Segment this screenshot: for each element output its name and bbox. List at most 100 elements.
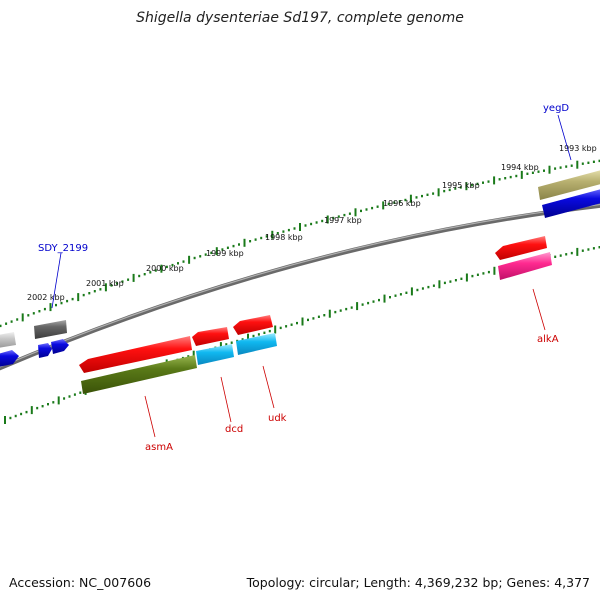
- feature-udk-cyan[interactable]: [236, 333, 277, 355]
- outer-minor-tick: [443, 189, 446, 193]
- inner-minor-tick: [345, 307, 348, 311]
- feature-asma-red[interactable]: [79, 336, 192, 373]
- outer-minor-tick: [10, 320, 13, 323]
- outer-minor-tick: [360, 209, 362, 213]
- scale-label-1997: 1997 kbp: [324, 216, 362, 225]
- outer-major-tick: [77, 293, 80, 302]
- outer-minor-tick: [55, 303, 57, 307]
- outer-minor-tick: [365, 208, 368, 211]
- outer-minor-tick: [598, 159, 600, 163]
- inner-minor-tick: [323, 314, 326, 317]
- inner-major-tick: [356, 302, 359, 311]
- gene-label-udk[interactable]: udk: [268, 413, 287, 424]
- inner-major-tick: [57, 396, 60, 405]
- leader-udk: [262, 365, 275, 409]
- genome-backbone: [0, 203, 600, 371]
- inner-major-tick: [301, 317, 304, 326]
- outer-minor-tick: [143, 273, 146, 276]
- outer-minor-tick: [38, 310, 41, 313]
- inner-major-tick: [219, 342, 222, 351]
- inner-minor-tick: [68, 395, 71, 398]
- outer-minor-tick: [509, 175, 512, 179]
- outer-major-tick: [465, 182, 468, 191]
- feature-yegd-khaki[interactable]: [538, 169, 600, 200]
- outer-major-tick: [493, 176, 496, 185]
- outer-minor-tick: [32, 312, 35, 315]
- outer-major-tick: [576, 160, 579, 169]
- gene-label-yegd[interactable]: yegD: [543, 103, 569, 114]
- scale-label-1995: 1995 kbp: [442, 181, 480, 190]
- inner-major-tick: [383, 294, 386, 303]
- outer-minor-tick: [110, 284, 113, 287]
- inner-minor-tick: [432, 284, 435, 287]
- feature-alka-red[interactable]: [495, 236, 547, 260]
- outer-minor-tick: [504, 177, 507, 180]
- outer-major-tick: [299, 223, 301, 231]
- scale-label-1996: 1996 kbp: [383, 199, 421, 208]
- inner-minor-tick: [416, 288, 419, 292]
- scale-label-1993: 1993 kbp: [559, 144, 597, 153]
- outer-minor-tick: [99, 288, 102, 291]
- inner-minor-tick: [339, 309, 342, 312]
- outer-minor-tick: [210, 251, 213, 255]
- outer-major-tick: [104, 283, 107, 292]
- feature-dcd-cyan[interactable]: [196, 344, 234, 365]
- gene-label-asma[interactable]: asmA: [145, 442, 173, 453]
- feature-sdy2199-gray[interactable]: [34, 320, 67, 339]
- inner-minor-tick: [41, 405, 44, 408]
- inner-major-tick: [465, 273, 468, 282]
- outer-minor-tick: [310, 222, 313, 226]
- outer-major-tick: [382, 201, 385, 210]
- inner-minor-tick: [296, 321, 298, 325]
- inner-minor-tick: [252, 334, 255, 338]
- leader-sdy2199: [51, 252, 62, 309]
- feature-alka-pink[interactable]: [498, 252, 552, 280]
- inner-minor-tick: [482, 272, 485, 275]
- scale-label-2000: 2000 kbp: [146, 264, 184, 273]
- outer-minor-tick: [254, 238, 257, 241]
- outer-minor-tick: [82, 293, 85, 297]
- outer-major-tick: [409, 194, 412, 203]
- outer-minor-tick: [398, 200, 401, 203]
- scale-label-1998: 1998 kbp: [265, 233, 303, 242]
- outer-minor-tick: [121, 280, 124, 283]
- feature-yegd-blue[interactable]: [542, 188, 600, 218]
- feature-udk-red[interactable]: [233, 315, 273, 335]
- gene-label-alka[interactable]: alkA: [537, 334, 559, 345]
- feature-blue-small-2[interactable]: [51, 339, 69, 354]
- outer-minor-tick: [498, 178, 501, 181]
- outer-minor-tick: [337, 215, 340, 218]
- inner-minor-tick: [554, 255, 557, 258]
- outer-minor-tick: [138, 274, 141, 278]
- outer-minor-tick: [448, 188, 451, 192]
- outer-minor-tick: [526, 172, 529, 175]
- outer-minor-tick: [515, 174, 518, 178]
- gene-label-dcd[interactable]: dcd: [225, 424, 243, 435]
- inner-minor-tick: [389, 296, 391, 299]
- inner-minor-tick: [372, 300, 375, 303]
- inner-minor-tick: [592, 247, 595, 250]
- inner-major-tick: [438, 280, 441, 289]
- inner-minor-tick: [399, 293, 402, 296]
- feature-left-blue-arrow[interactable]: [0, 350, 19, 367]
- feature-left-lightgray[interactable]: [0, 332, 16, 348]
- gene-label-sdy2199[interactable]: SDY_2199: [38, 243, 88, 254]
- inner-minor-tick: [47, 403, 49, 406]
- leader-dcd: [220, 376, 232, 423]
- outer-major-tick: [215, 247, 218, 256]
- feature-asma-olive[interactable]: [81, 355, 197, 394]
- outer-minor-tick: [487, 180, 490, 183]
- outer-minor-tick: [287, 228, 290, 232]
- inner-minor-tick: [230, 341, 233, 344]
- feature-blue-small-1[interactable]: [38, 343, 52, 358]
- outer-minor-tick: [559, 166, 562, 169]
- inner-minor-tick: [378, 298, 380, 302]
- outer-major-tick: [437, 188, 440, 197]
- feature-dcd-red[interactable]: [192, 327, 229, 346]
- inner-minor-tick: [570, 251, 573, 255]
- inner-minor-tick: [268, 329, 271, 333]
- outer-minor-tick: [482, 181, 484, 184]
- outer-minor-tick: [459, 186, 462, 189]
- outer-major-tick: [548, 165, 551, 174]
